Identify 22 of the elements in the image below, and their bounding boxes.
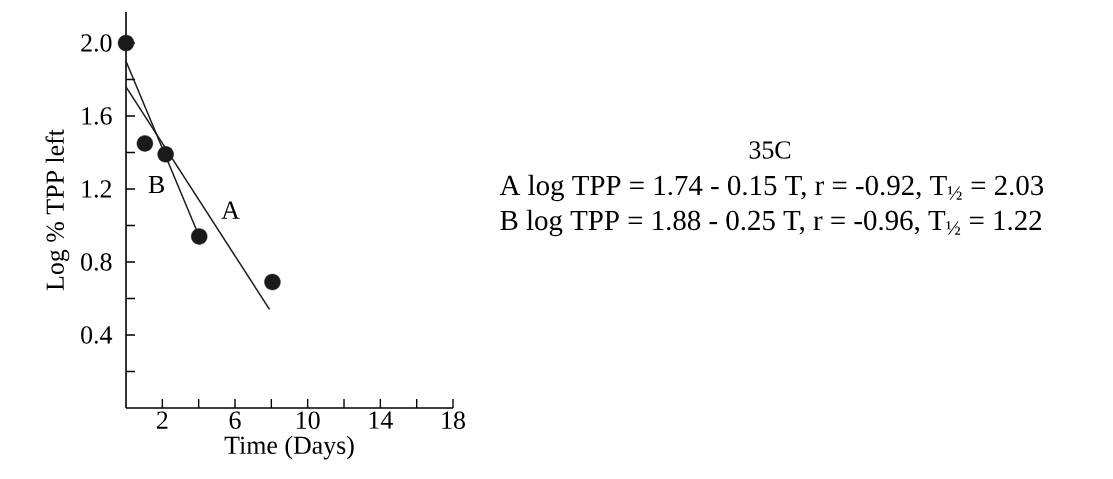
point bbox=[191, 228, 208, 245]
text: A log TPP = 1.74 - 0.15 T, r = -0.92, T$_{½}$ = 2.03 bbox=[499, 174, 1044, 202]
text: 35C bbox=[749, 141, 791, 159]
x-tick-label: 18 bbox=[442, 411, 465, 429]
x-tick-label: 14 bbox=[369, 411, 393, 429]
point bbox=[117, 34, 135, 52]
y-tick-label: 0.4 bbox=[81, 326, 113, 344]
series-label: B bbox=[148, 176, 164, 194]
x-tick-label: 10 bbox=[297, 411, 320, 429]
y-tick-label: 1.6 bbox=[82, 107, 112, 125]
y-tick-label: 2.0 bbox=[81, 34, 112, 52]
x-tick-label: 6 bbox=[229, 411, 241, 429]
point bbox=[157, 146, 174, 163]
point bbox=[264, 273, 281, 291]
y-tick-label: 0.8 bbox=[81, 253, 112, 271]
y-axis-title: Log % TPP left bbox=[45, 129, 70, 291]
x-axis-title: Time (Days) bbox=[224, 435, 354, 460]
x-tick-label: 2 bbox=[157, 411, 168, 429]
point bbox=[136, 135, 154, 152]
y-tick-label: 1.2 bbox=[82, 180, 112, 198]
series-label: A bbox=[221, 201, 240, 219]
text: B log TPP = 1.88 - 0.25 T, r = -0.96, T$_{½}$ = 1.22 bbox=[500, 209, 1042, 237]
